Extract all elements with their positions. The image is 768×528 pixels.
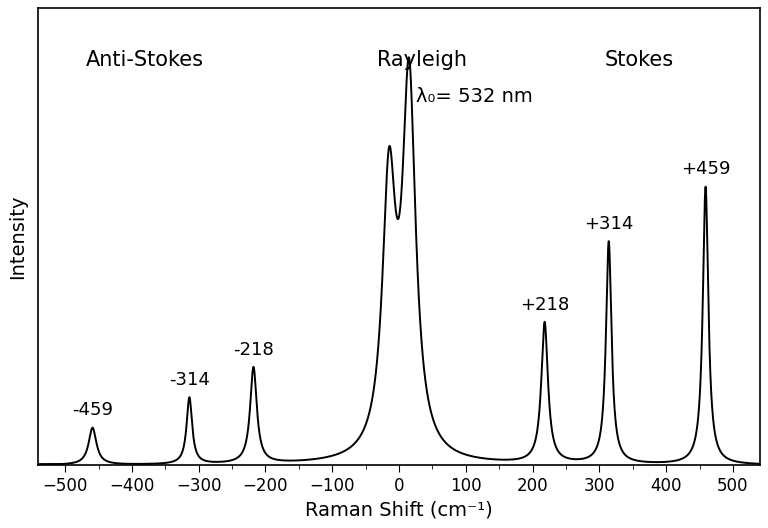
Text: +218: +218 [520, 296, 569, 314]
Text: -218: -218 [233, 341, 274, 359]
Text: Anti-Stokes: Anti-Stokes [86, 50, 204, 70]
Text: λ₀= 532 nm: λ₀= 532 nm [415, 87, 532, 106]
Text: +314: +314 [584, 215, 634, 233]
Text: -314: -314 [169, 371, 210, 389]
Text: +459: +459 [680, 161, 730, 178]
Text: Stokes: Stokes [605, 50, 674, 70]
X-axis label: Raman Shift (cm⁻¹): Raman Shift (cm⁻¹) [305, 501, 493, 520]
Text: -459: -459 [72, 401, 113, 420]
Text: Rayleigh: Rayleigh [377, 50, 468, 70]
Y-axis label: Intensity: Intensity [8, 195, 28, 279]
